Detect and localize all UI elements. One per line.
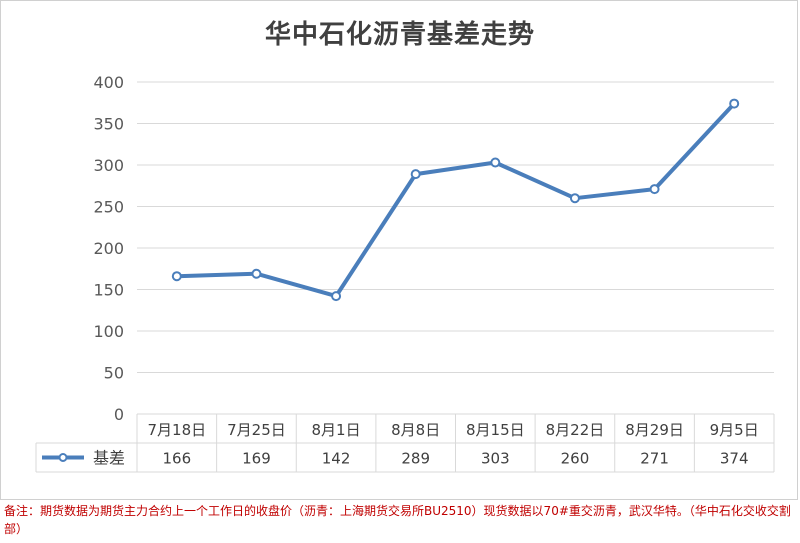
chart-title: 华中石化沥青基差走势 [264, 20, 535, 50]
x-tick-label: 7月25日 [227, 421, 286, 439]
y-tick-label: 300 [93, 156, 124, 175]
line-chart: 0 50 100 150 200 250 300 350 400 7月18日 7月25日 8月1日 8月… [35, 73, 775, 473]
data-point [171, 271, 182, 282]
footnote: 备注：期货数据为期货主力合约上一个工作日的收盘价（沥青：上海期货交易所BU251… [4, 504, 791, 536]
y-tick-label: 350 [93, 115, 124, 134]
x-tick-label: 8月15日 [466, 421, 525, 439]
y-tick-label: 250 [93, 198, 124, 217]
data-point [569, 193, 580, 204]
x-tick-label: 8月22日 [546, 421, 605, 439]
table-value: 374 [720, 450, 749, 468]
y-tick-label: 200 [93, 239, 124, 258]
x-tick-label: 9月5日 [710, 421, 759, 439]
y-tick-label: 400 [93, 73, 124, 92]
data-point [490, 157, 501, 168]
data-point [331, 291, 342, 302]
legend-label: 基差 [93, 449, 125, 468]
table-value: 271 [640, 450, 669, 468]
y-tick-label: 50 [104, 364, 124, 383]
y-tick-label: 100 [93, 322, 124, 341]
data-point [729, 98, 740, 109]
x-tick-label: 7月18日 [147, 421, 206, 439]
series-line [174, 101, 737, 299]
x-tick-label: 8月8日 [391, 421, 440, 439]
chart-frame [0, 0, 798, 500]
data-point [649, 184, 660, 195]
x-tick-label: 8月29日 [625, 421, 684, 439]
x-tick-label: 8月1日 [312, 421, 361, 439]
table-value: 303 [481, 450, 510, 468]
table-value: 142 [322, 450, 351, 468]
y-tick-label: 0 [114, 405, 124, 424]
y-tick-label: 150 [93, 281, 124, 300]
table-value: 166 [162, 450, 191, 468]
table-value: 289 [401, 450, 430, 468]
table-value: 260 [561, 450, 590, 468]
data-point [410, 169, 421, 180]
legend-marker [58, 453, 68, 462]
data-point [251, 268, 262, 279]
table-value: 169 [242, 450, 271, 468]
